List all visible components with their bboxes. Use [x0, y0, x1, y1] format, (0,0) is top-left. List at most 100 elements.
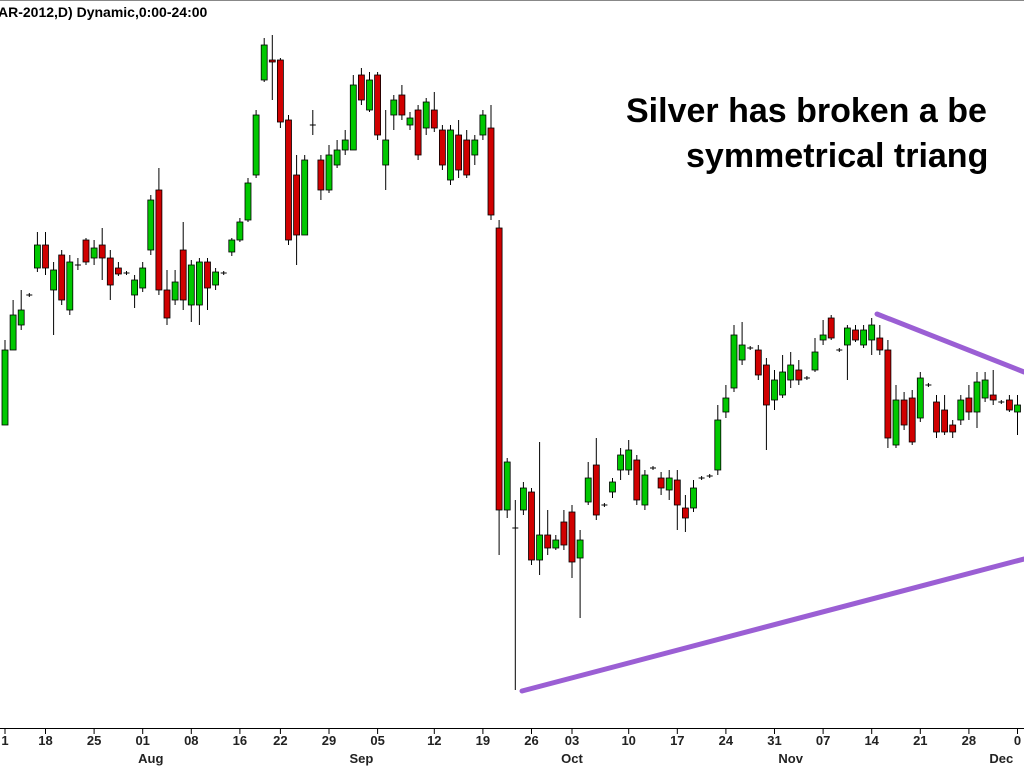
candle-body	[730, 334, 738, 389]
x-tick-label: 18	[38, 733, 52, 748]
candle-body	[82, 239, 90, 263]
candle-body	[479, 114, 487, 136]
candle-body	[333, 149, 341, 166]
chart-title: AR-2012,D) Dynamic,0:00-24:00	[0, 4, 208, 20]
candle-body	[325, 154, 333, 191]
candle-body	[609, 481, 616, 493]
annotation: Silver has broken a be	[626, 92, 987, 130]
candle-body	[633, 459, 641, 501]
x-tick-label: 25	[87, 733, 101, 748]
candle-body	[682, 507, 689, 519]
x-tick-label: 12	[427, 733, 441, 748]
candle-body	[374, 74, 382, 136]
candle-body	[260, 44, 268, 81]
candle-body	[552, 539, 560, 549]
candle-body	[204, 261, 211, 289]
candle-body	[941, 409, 948, 433]
candle-body	[438, 129, 446, 166]
candle-body	[892, 399, 900, 446]
candle-body	[852, 329, 859, 341]
candle-body	[252, 114, 260, 176]
candle-body	[228, 239, 236, 253]
candle-body	[155, 189, 163, 291]
candle-body	[503, 461, 511, 511]
candle-body	[738, 344, 746, 361]
candle-body	[973, 381, 981, 413]
month-label: Oct	[561, 751, 583, 766]
candle-body	[455, 134, 463, 171]
candle-body	[244, 182, 252, 221]
candle-body	[447, 129, 454, 181]
candle-body	[430, 109, 438, 129]
candle-body	[811, 351, 819, 371]
candle-body	[916, 377, 924, 419]
candle-body	[349, 84, 357, 151]
candle-body	[657, 477, 665, 489]
candle-body	[98, 244, 106, 259]
candle-body	[179, 249, 187, 301]
candle-body	[584, 477, 592, 503]
candle-body	[382, 139, 390, 166]
candle-body	[268, 59, 276, 63]
candle-body	[673, 479, 681, 506]
candle-body	[754, 349, 762, 376]
x-tick-label: 16	[233, 733, 247, 748]
trendline	[519, 556, 1024, 694]
candle-body	[422, 101, 430, 129]
candle-body	[908, 397, 916, 443]
candle-body	[42, 244, 49, 269]
candle-body	[487, 127, 495, 216]
candle-body	[366, 79, 373, 111]
candle-body	[66, 261, 74, 311]
candle-body	[163, 289, 171, 319]
month-label: Aug	[138, 751, 163, 766]
candle-body	[106, 257, 114, 286]
candle-body	[665, 477, 673, 491]
candle-body	[495, 227, 503, 511]
x-tick-label: 21	[913, 733, 927, 748]
candle-body	[285, 119, 292, 241]
candle-body	[50, 269, 57, 291]
candle-body	[957, 399, 965, 421]
candle-body	[617, 454, 624, 471]
candle-body	[884, 349, 892, 439]
candle-body	[528, 491, 535, 561]
candle-body	[1014, 404, 1021, 413]
x-tick-label: 31	[767, 733, 781, 748]
candle-body	[90, 247, 98, 259]
candle-body	[568, 511, 576, 563]
candle-body	[398, 94, 406, 116]
month-label: Sep	[349, 751, 373, 766]
x-tick-label: 10	[621, 733, 635, 748]
candle-body	[560, 521, 568, 546]
candle-body	[317, 159, 325, 191]
candle-body	[147, 199, 155, 251]
candle-body	[876, 337, 884, 351]
candle-body	[34, 244, 41, 269]
candle-body	[236, 221, 244, 241]
x-tick-label: 05	[370, 733, 384, 748]
candle-body	[115, 267, 122, 275]
x-tick-label: 07	[816, 733, 830, 748]
x-tick-label: 22	[273, 733, 287, 748]
candle-body	[414, 109, 422, 156]
candle-body	[722, 397, 730, 413]
candle-body	[771, 379, 778, 401]
candle-body	[844, 327, 851, 346]
candle-body	[301, 159, 309, 236]
candle-body	[390, 99, 398, 116]
annotation: symmetrical triang	[686, 137, 988, 175]
candle-body	[276, 59, 284, 123]
candle-body	[787, 364, 795, 381]
candle-body	[406, 117, 414, 126]
candle-body	[625, 449, 633, 471]
candle-body	[536, 534, 543, 561]
candle-body	[293, 174, 301, 236]
candle-body	[989, 394, 997, 401]
candle-body	[592, 464, 600, 516]
candle-body	[471, 139, 479, 156]
candle-body	[641, 474, 649, 506]
candle-body	[171, 281, 179, 301]
x-tick-label: 19	[476, 733, 490, 748]
